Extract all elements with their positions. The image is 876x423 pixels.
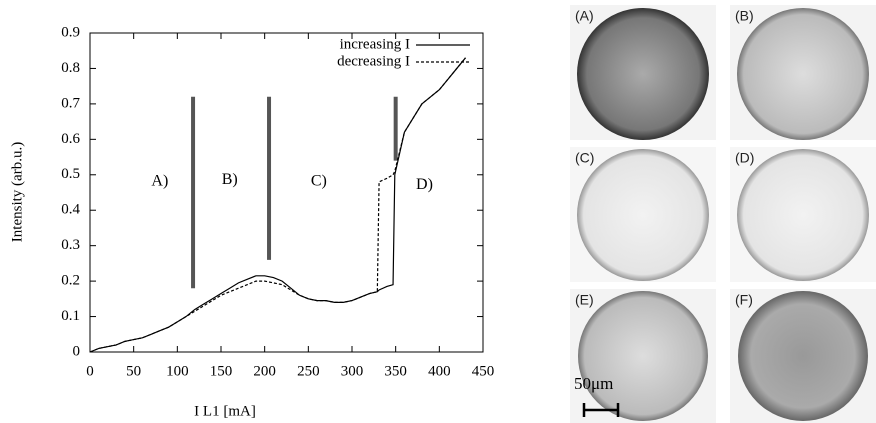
panel-label: (D) — [735, 150, 754, 166]
region-label: A) — [151, 173, 168, 190]
legend-label: decreasing I — [337, 53, 410, 69]
micrograph — [737, 8, 869, 140]
x-tick-label: 100 — [166, 363, 189, 379]
panel-label: (C) — [575, 150, 594, 166]
y-tick-label: 0.3 — [61, 237, 80, 253]
y-tick-label: 0.6 — [61, 131, 80, 147]
data-line — [89, 57, 466, 353]
x-tick-label: 200 — [253, 363, 276, 379]
y-tick-label: 0 — [73, 343, 81, 359]
region-label: D) — [416, 176, 433, 193]
y-axis-label: Intensity (arb.u.) — [9, 142, 25, 242]
x-tick-label: 150 — [210, 363, 233, 379]
x-tick-label: 50 — [126, 363, 141, 379]
scale-bar — [582, 403, 620, 417]
micrograph — [578, 291, 708, 421]
x-axis-label: I L1 [mA] — [194, 403, 256, 419]
region-label: C) — [311, 173, 327, 190]
micrograph — [738, 291, 868, 421]
panel-label: (F) — [735, 292, 753, 308]
x-tick-label: 0 — [86, 363, 94, 379]
micrograph — [577, 149, 709, 281]
y-tick-label: 0.8 — [61, 60, 80, 76]
y-tick-label: 0.7 — [61, 95, 80, 111]
y-tick-label: 0.4 — [61, 202, 80, 218]
x-tick-label: 450 — [472, 363, 495, 379]
x-tick-label: 300 — [341, 363, 364, 379]
y-tick-label: 0.2 — [61, 273, 80, 289]
panel-label: (E) — [575, 292, 594, 308]
micrograph — [577, 8, 709, 140]
y-tick-label: 0.9 — [61, 24, 80, 40]
x-tick-label: 250 — [297, 363, 320, 379]
x-tick-label: 400 — [428, 363, 451, 379]
plot-frame — [89, 32, 484, 353]
data-line — [89, 57, 466, 353]
panel-label: (A) — [575, 8, 594, 24]
legend-label: increasing I — [340, 36, 410, 52]
scale-bar-label: 50μm — [574, 374, 613, 393]
region-label: B) — [222, 171, 238, 188]
y-tick-label: 0.5 — [61, 166, 80, 182]
micrograph — [737, 149, 869, 281]
x-tick-label: 350 — [384, 363, 407, 379]
panel-label: (B) — [735, 8, 754, 24]
micrographs: (A) (B) (C) (D) (E) (F) 50μm — [570, 5, 876, 423]
y-tick-label: 0.1 — [61, 308, 80, 324]
